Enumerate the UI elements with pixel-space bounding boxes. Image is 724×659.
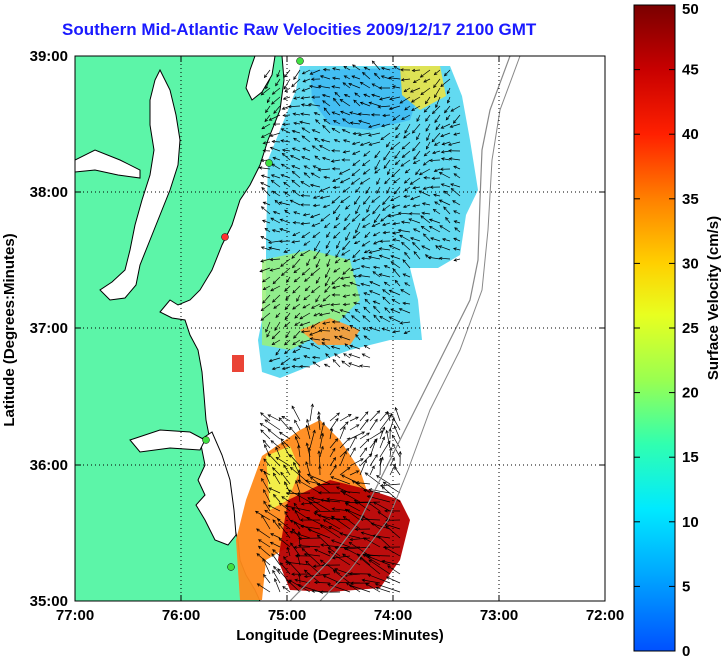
colorbar-tick-label: 30 — [682, 255, 699, 272]
x-tick-label: 73:00 — [480, 607, 518, 624]
y-axis-ticks: 39:00 38:00 37:00 36:00 35:00 — [30, 48, 605, 610]
grid — [75, 56, 605, 601]
pamlico-sound — [195, 431, 237, 546]
chesapeake-bay — [99, 68, 181, 301]
velocity-field-south-yellow — [266, 446, 300, 510]
colorbar-tick-label: 35 — [682, 191, 699, 208]
y-tick-label: 38:00 — [30, 184, 68, 201]
shelf-contour — [289, 56, 511, 601]
colorbar-tick-label: 40 — [682, 126, 699, 143]
velocity-field-north-light — [310, 68, 420, 130]
colorbar-tick-label: 45 — [682, 62, 699, 79]
station-marker — [296, 57, 304, 65]
y-tick-label: 39:00 — [30, 48, 68, 65]
colorbar — [633, 4, 676, 652]
colorbar-label: Surface Velocity (cm/s) — [705, 216, 722, 380]
colorbar-tick-label: 25 — [682, 320, 699, 337]
albemarle-sound — [129, 429, 206, 453]
colorbar-tick-label: 20 — [682, 385, 699, 402]
delaware-bay — [245, 56, 276, 101]
colorbar-tick-label: 10 — [682, 514, 699, 531]
x-axis-label: Longitude (Degrees:Minutes) — [236, 627, 444, 644]
y-axis-label: Latitude (Degrees:Minutes) — [1, 233, 18, 426]
y-tick-label: 35:00 — [30, 593, 68, 610]
bay-inlet — [75, 149, 141, 179]
y-tick-label: 36:00 — [30, 457, 68, 474]
colorbar-tick-label: 5 — [682, 578, 690, 595]
x-axis-ticks: 77:00 76:00 75:00 74:00 73:00 72:00 — [56, 56, 624, 624]
velocity-field-yellow-top — [400, 66, 446, 110]
y-tick-label: 37:00 — [30, 320, 68, 337]
velocity-field-south-red — [278, 480, 410, 592]
velocity-field-small-red — [232, 355, 244, 372]
stations — [202, 57, 304, 571]
map-title: Southern Mid-Atlantic Raw Velocities 200… — [62, 20, 537, 39]
x-tick-label: 77:00 — [56, 607, 94, 624]
station-marker — [265, 159, 273, 167]
x-tick-label: 72:00 — [586, 607, 624, 624]
station-marker — [221, 233, 229, 241]
colorbar-tick-label: 50 — [682, 1, 699, 18]
x-tick-label: 74:00 — [374, 607, 412, 624]
station-marker — [227, 563, 235, 571]
x-tick-label: 76:00 — [162, 607, 200, 624]
station-marker — [202, 436, 210, 444]
x-tick-label: 75:00 — [268, 607, 306, 624]
colorbar-tick-label: 0 — [682, 643, 690, 659]
velocity-vectors — [254, 60, 461, 594]
colorbar-tick-label: 15 — [682, 449, 699, 466]
shelf-contour-inner — [319, 56, 521, 601]
